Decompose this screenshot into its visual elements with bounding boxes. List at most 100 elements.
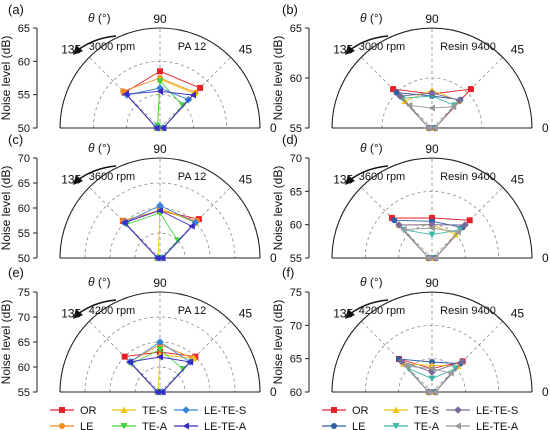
data-point-le-te-a bbox=[126, 358, 133, 366]
outer-arc bbox=[331, 157, 533, 259]
y-tick-label: 65 bbox=[290, 23, 302, 35]
data-point-le-te-s bbox=[156, 201, 164, 210]
legend-label: TE-A bbox=[414, 421, 440, 430]
angle-label-90: 90 bbox=[425, 12, 439, 26]
rotation-arrow-head bbox=[73, 175, 83, 185]
data-point-le-te-s bbox=[428, 89, 436, 97]
theta-unit: (°) bbox=[98, 11, 111, 25]
y-tick-label: 55 bbox=[290, 123, 302, 135]
y-tick-label: 55 bbox=[18, 228, 30, 240]
rotation-arrow bbox=[77, 299, 117, 315]
y-tick-label: 55 bbox=[18, 90, 30, 102]
outer-arc bbox=[59, 291, 261, 393]
panel-label: (d) bbox=[282, 132, 298, 147]
y-tick-label: 60 bbox=[290, 220, 302, 232]
angle-label-45: 45 bbox=[239, 172, 253, 186]
y-tick-label: 50 bbox=[18, 123, 30, 135]
legend-marker bbox=[59, 423, 65, 429]
y-tick-label: 55 bbox=[18, 387, 30, 399]
data-point-le-te-a bbox=[154, 254, 161, 262]
data-point-le-te-a bbox=[121, 219, 128, 227]
data-point-le-te-s bbox=[397, 357, 406, 366]
y-tick-label: 75 bbox=[290, 287, 302, 299]
data-point-le-te-s bbox=[396, 92, 404, 100]
legend-marker bbox=[392, 423, 400, 430]
legend-marker bbox=[392, 406, 400, 413]
data-point-le bbox=[393, 89, 400, 96]
legend-marker bbox=[331, 423, 337, 429]
y-tick-label: 70 bbox=[18, 312, 30, 324]
data-point-or bbox=[390, 86, 397, 93]
y-tick-label: 60 bbox=[18, 203, 30, 215]
legend-label: LE bbox=[352, 421, 365, 430]
rotation-arrow-head bbox=[345, 309, 355, 319]
angle-label-0: 0 bbox=[270, 385, 277, 399]
legend-marker bbox=[120, 423, 128, 430]
data-point-te-a bbox=[156, 346, 164, 353]
angle-label-45: 45 bbox=[511, 172, 525, 186]
legend-label: LE bbox=[80, 421, 93, 430]
y-tick-label: 70 bbox=[18, 153, 30, 165]
angle-label-45: 45 bbox=[511, 42, 525, 56]
data-point-le-te-s bbox=[395, 221, 403, 229]
legend-label: LE-TE-A bbox=[204, 421, 247, 430]
legend-label: OR bbox=[352, 405, 369, 417]
rpm-label: 3600 rpm bbox=[89, 171, 135, 183]
y-tick-label: 50 bbox=[18, 253, 30, 265]
y-tick-label: 60 bbox=[290, 387, 302, 399]
legend-marker bbox=[331, 407, 337, 413]
theta-symbol: θ bbox=[88, 275, 98, 289]
y-tick-label: 60 bbox=[18, 56, 30, 68]
theta-label: θ (°) bbox=[88, 141, 111, 155]
data-point-or bbox=[121, 353, 128, 360]
data-point-le-te-a bbox=[159, 254, 166, 262]
data-point-le bbox=[391, 217, 398, 224]
legend-right: OR LE TE-S TE-A LE-TE-S LE-TE-A bbox=[322, 405, 519, 430]
grid-arc bbox=[84, 182, 236, 259]
y-tick-label: 65 bbox=[18, 337, 30, 349]
angle-label-0: 0 bbox=[270, 251, 277, 265]
material-label: PA 12 bbox=[178, 171, 207, 183]
theta-unit: (°) bbox=[370, 11, 383, 25]
angle-label-45: 45 bbox=[239, 42, 253, 56]
data-point-le-te-a bbox=[159, 388, 166, 396]
y-axis-label: Noise level (dB) bbox=[271, 166, 285, 251]
rotation-arrow-head bbox=[73, 309, 83, 319]
outer-arc bbox=[59, 157, 261, 259]
rotation-arrow bbox=[349, 299, 389, 315]
data-point-le-te-a bbox=[122, 90, 130, 98]
legend-marker bbox=[454, 406, 462, 414]
legend-label: LE-TE-A bbox=[476, 421, 519, 430]
y-tick-label: 55 bbox=[290, 253, 302, 265]
rotation-arrow bbox=[349, 165, 389, 181]
data-point-le-te-a bbox=[159, 124, 167, 132]
data-point-le-te-a bbox=[188, 222, 195, 230]
theta-symbol: θ bbox=[360, 275, 370, 289]
theta-label: θ (°) bbox=[360, 141, 383, 155]
legend-label: TE-S bbox=[142, 405, 167, 417]
rpm-label: 4200 rpm bbox=[359, 305, 405, 317]
legend-marker bbox=[59, 407, 65, 413]
legend-label: TE-A bbox=[142, 421, 168, 430]
data-point-or bbox=[157, 68, 163, 75]
rpm-label: 4200 rpm bbox=[89, 305, 135, 317]
grid-arc bbox=[398, 358, 466, 393]
data-point-le-te-a bbox=[154, 388, 161, 396]
legend-marker bbox=[454, 422, 461, 430]
data-point-te-a bbox=[428, 231, 436, 239]
angle-label-90: 90 bbox=[153, 142, 167, 156]
material-label: Resin 9400 bbox=[440, 305, 496, 317]
data-point-le-te-a bbox=[156, 87, 163, 95]
legend-marker bbox=[120, 406, 128, 413]
data-point-le-te-a bbox=[428, 104, 435, 112]
grid-arc bbox=[126, 94, 194, 129]
angle-label-0: 0 bbox=[542, 251, 549, 265]
data-point-le-te-a bbox=[454, 228, 461, 236]
panel-label: (c) bbox=[8, 132, 23, 147]
data-point-le-te-a bbox=[186, 358, 194, 366]
y-tick-label: 60 bbox=[290, 73, 302, 85]
data-point-le-te-a bbox=[447, 369, 454, 377]
angle-label-90: 90 bbox=[153, 12, 167, 26]
